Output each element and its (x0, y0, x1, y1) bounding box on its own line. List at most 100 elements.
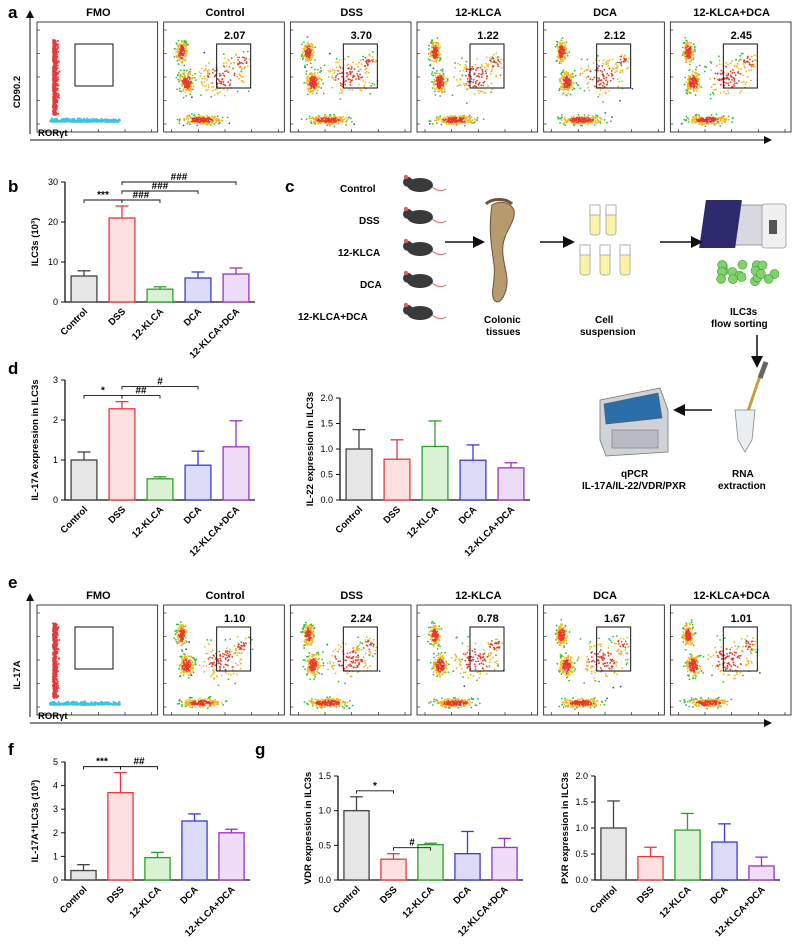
event-dot (177, 78, 180, 81)
event-dot (717, 55, 720, 58)
event-dot (189, 93, 192, 96)
event-dot (361, 90, 363, 92)
event-dot (449, 122, 452, 125)
event-dot (713, 88, 716, 91)
event-dot (184, 75, 186, 78)
event-dot (358, 61, 360, 64)
event-dot (589, 78, 592, 81)
event-dot (327, 69, 330, 72)
event-dot (311, 43, 314, 46)
event-dot (364, 81, 367, 84)
flow-panel-title: 12-KLCA (455, 7, 502, 19)
event-dot (106, 118, 109, 121)
event-dot (344, 83, 347, 86)
event-dot (322, 92, 325, 95)
event-dot (190, 88, 193, 91)
event-dot (218, 72, 221, 75)
event-dot (737, 67, 740, 70)
event-dot (370, 85, 372, 87)
event-dot (54, 636, 57, 639)
event-dot (435, 53, 438, 56)
event-dot (610, 120, 612, 123)
event-dot (310, 87, 312, 90)
event-dot (568, 117, 571, 120)
event-dot (686, 117, 689, 119)
event-dot (735, 58, 738, 61)
event-dot (325, 115, 328, 118)
event-dot (698, 83, 700, 86)
event-dot (594, 120, 597, 123)
event-dot (586, 58, 589, 61)
event-dot (558, 89, 560, 92)
event-dot (429, 53, 432, 56)
y-axis-label: CD90.2 (12, 76, 23, 108)
event-dot (203, 80, 206, 83)
event-dot (577, 113, 580, 116)
event-dot (715, 113, 718, 116)
event-dot (591, 117, 594, 120)
event-dot (54, 76, 57, 79)
panel-letter-a: a (8, 3, 18, 22)
event-dot (685, 118, 688, 121)
event-dot (221, 116, 224, 119)
event-dot (302, 56, 305, 59)
event-dot (186, 72, 189, 75)
event-dot (496, 56, 499, 59)
event-dot (691, 54, 694, 57)
event-dot (683, 55, 686, 58)
event-dot (562, 123, 565, 125)
event-dot (92, 120, 95, 123)
event-dot (365, 59, 368, 62)
event-dot (741, 81, 743, 84)
event-dot (596, 116, 599, 118)
event-dot (731, 117, 734, 120)
event-dot (615, 66, 618, 69)
event-dot (57, 684, 60, 687)
event-dot (740, 52, 743, 55)
event-dot (183, 64, 186, 67)
event-dot (743, 80, 745, 83)
event-dot (495, 75, 498, 78)
event-dot (105, 120, 108, 123)
event-dot (597, 119, 599, 122)
event-dot (55, 650, 58, 653)
event-dot (433, 60, 436, 63)
event-dot (621, 71, 624, 73)
event-dot (176, 59, 179, 62)
event-dot (329, 113, 332, 116)
event-dot (57, 695, 60, 698)
event-dot (563, 56, 566, 59)
event-dot (437, 53, 440, 55)
event-dot (729, 70, 732, 73)
event-dot (560, 73, 563, 75)
event-dot (345, 124, 347, 126)
event-dot (567, 89, 570, 92)
event-dot (336, 118, 339, 121)
event-dot (565, 41, 568, 44)
event-dot (557, 50, 560, 53)
event-dot (709, 93, 712, 96)
event-dot (233, 72, 236, 75)
event-dot (219, 91, 222, 93)
event-dot (342, 115, 345, 118)
event-dot (315, 84, 318, 87)
event-dot (560, 58, 562, 61)
event-dot (54, 94, 57, 97)
event-dot (314, 76, 317, 79)
event-dot (194, 116, 197, 118)
event-dot (201, 122, 204, 125)
event-dot (353, 68, 356, 71)
event-dot (583, 90, 586, 92)
event-dot (431, 59, 433, 62)
event-dot (311, 56, 314, 59)
event-dot (432, 46, 435, 48)
event-dot (480, 73, 483, 76)
event-dot (472, 67, 475, 70)
event-dot (607, 62, 609, 65)
event-dot (205, 89, 207, 92)
event-dot (83, 117, 86, 120)
event-dot (689, 52, 692, 55)
event-dot (187, 79, 190, 82)
event-dot (313, 77, 316, 80)
event-dot (602, 73, 605, 76)
